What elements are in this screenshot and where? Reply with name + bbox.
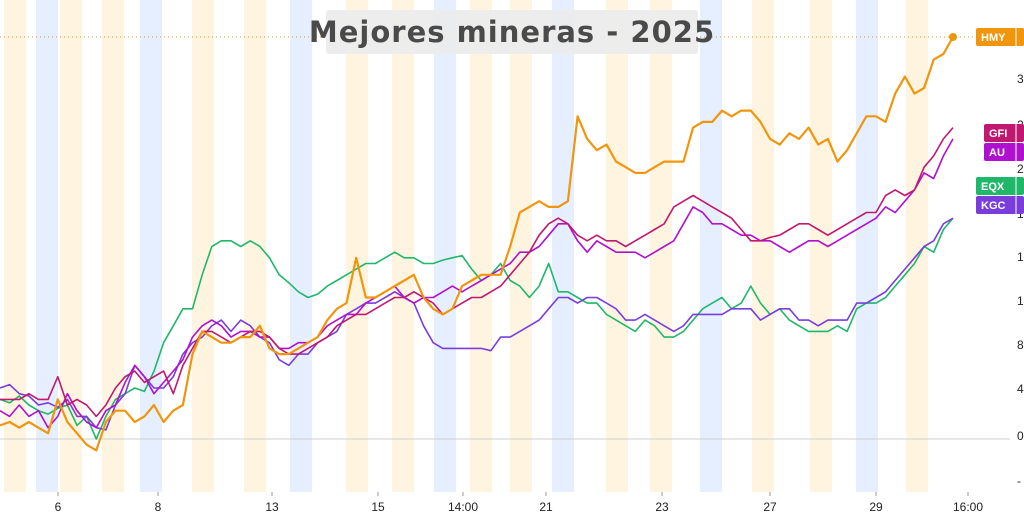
x-axis: 6 8 13 15 14:00 21 23 27 29 16:00: [55, 492, 983, 514]
series-tags: EQX KGC AU GFI HMY: [976, 28, 1024, 214]
series-tag-label: HMY: [981, 32, 1006, 44]
series-tag-bg: [976, 177, 1024, 195]
x-tick-label: 13: [265, 500, 279, 514]
series-tag-label: KGC: [981, 200, 1006, 212]
series-line-hmy: [0, 36, 954, 452]
session-band: [552, 0, 574, 492]
series-tag-gfi: GFI: [984, 124, 1024, 142]
x-tick-label: 6: [55, 500, 62, 514]
x-tick-label: 21: [539, 500, 553, 514]
session-band: [102, 0, 124, 492]
session-band: [810, 0, 832, 492]
session-band: [290, 0, 312, 492]
series-tag-label: GFI: [989, 128, 1007, 140]
series-layer: [0, 33, 957, 452]
session-band: [60, 0, 82, 492]
session-band: [700, 0, 722, 492]
y-tick-label: 0: [1017, 429, 1024, 443]
hmy-last-point: [949, 33, 957, 41]
session-band: [752, 0, 774, 492]
y-tick-label: 1: [1017, 250, 1024, 264]
session-band: [392, 0, 414, 492]
session-band: [244, 0, 266, 492]
x-tick-label: 23: [655, 500, 669, 514]
series-tag-bg: [984, 143, 1024, 161]
x-tick-label: 14:00: [448, 500, 478, 514]
y-tick-label: 2: [1017, 162, 1024, 176]
y-tick-label: -: [1017, 474, 1021, 488]
x-tick-label: 27: [763, 500, 777, 514]
x-tick-label: 8: [155, 500, 162, 514]
series-tag-hmy: HMY: [976, 28, 1024, 46]
y-tick-label: 1: [1017, 294, 1024, 308]
series-tag-label: AU: [989, 147, 1005, 159]
series-tag-eqx: EQX: [976, 177, 1024, 195]
x-tick-label: 29: [869, 500, 883, 514]
session-band: [4, 0, 26, 492]
x-tick-label: 16:00: [953, 500, 983, 514]
series-tag-label: EQX: [981, 181, 1005, 193]
session-band: [140, 0, 162, 492]
session-band: [470, 0, 492, 492]
y-tick-label: 8: [1017, 338, 1024, 352]
session-band: [510, 0, 532, 492]
session-band: [434, 0, 456, 492]
session-band: [606, 0, 628, 492]
session-band: [346, 0, 368, 492]
session-band: [906, 0, 928, 492]
y-tick-label: 4: [1017, 382, 1024, 396]
chart-title: Mejores mineras - 2025: [308, 15, 716, 49]
session-band: [36, 0, 58, 492]
series-line-eqx: [0, 217, 954, 440]
series-line-au: [0, 138, 954, 429]
session-band: [650, 0, 672, 492]
x-tick-label: 15: [371, 500, 385, 514]
y-tick-label: 3: [1017, 72, 1024, 86]
series-line-gfi: [0, 127, 954, 418]
chart-title-box: Mejores mineras - 2025: [309, 10, 714, 54]
series-tag-kgc: KGC: [976, 196, 1024, 214]
session-band: [192, 0, 214, 492]
series-tag-bg: [976, 196, 1024, 214]
session-bands: [4, 0, 928, 492]
series-tag-bg: [976, 28, 1024, 46]
session-band: [856, 0, 878, 492]
series-tag-au: AU: [984, 143, 1024, 161]
series-tag-bg: [984, 124, 1024, 142]
